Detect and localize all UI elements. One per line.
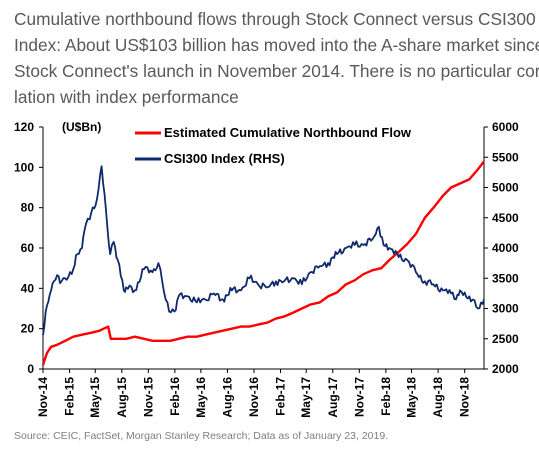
chart-caption: Cumulative northbound flows through Stoc… <box>14 6 539 110</box>
right-tick-label: 2500 <box>492 332 519 346</box>
x-tick-label: Aug-17 <box>326 377 340 418</box>
legend: Estimated Cumulative Northbound Flow CSI3… <box>135 125 412 166</box>
right-tick-label: 5500 <box>492 150 519 164</box>
right-tick-label: 4000 <box>492 241 519 255</box>
caption-line: Index: About US$103 billion has moved in… <box>14 35 539 55</box>
x-tick-label: May-15 <box>88 377 102 418</box>
right-tick-label: 3500 <box>492 271 519 285</box>
source-note: Source: CEIC, FactSet, Morgan Stanley Re… <box>14 430 389 442</box>
x-tick-label: Nov-17 <box>352 377 366 417</box>
left-tick-label: 20 <box>21 322 35 336</box>
csi300-series-line <box>42 165 485 336</box>
flow-series-line <box>41 160 485 366</box>
x-tick-label: Nov-15 <box>141 377 155 417</box>
x-tick-label: Nov-18 <box>458 377 472 417</box>
caption-line: Stock Connect's launch in November 2014.… <box>14 61 539 81</box>
legend-label-flow: Estimated Cumulative Northbound Flow <box>164 125 412 140</box>
right-tick-label: 2000 <box>492 362 519 376</box>
x-tick-label: Aug-16 <box>220 377 234 418</box>
left-tick-label: 40 <box>21 281 35 295</box>
right-tick-label: 4500 <box>492 211 519 225</box>
x-tick-label: Feb-16 <box>168 377 182 416</box>
x-tick-label: May-17 <box>299 377 313 418</box>
x-tick-label: May-18 <box>405 377 419 418</box>
legend-label-csi300: CSI300 Index (RHS) <box>164 151 285 166</box>
right-tick-label: 5000 <box>492 181 519 195</box>
x-tick-label: Aug-18 <box>431 377 445 418</box>
right-tick-label: 6000 <box>492 120 519 134</box>
left-tick-label: 100 <box>14 160 34 174</box>
left-y-axis: 0 20 40 60 80 100 120 <box>14 120 44 376</box>
right-y-axis: 2000 2500 3000 3500 4000 4500 5000 5500 6000 <box>483 120 519 376</box>
left-tick-label: 0 <box>27 362 34 376</box>
left-tick-label: 60 <box>21 241 35 255</box>
x-tick-label: Feb-15 <box>63 377 77 416</box>
left-tick-label: 120 <box>14 120 34 134</box>
caption-line: Cumulative northbound flows through Stoc… <box>14 9 536 29</box>
x-axis: Nov-14 Feb-15 May-15 Aug-15 Nov-15 Feb-16 May-… <box>36 368 484 418</box>
right-tick-label: 3000 <box>492 302 519 316</box>
caption-line: lation with index performance <box>14 87 239 107</box>
x-tick-label: Feb-18 <box>379 377 393 416</box>
x-tick-label: Nov-14 <box>36 377 50 417</box>
unit-label: (U$Bn) <box>62 120 101 134</box>
x-tick-label: Nov-16 <box>247 377 261 417</box>
x-tick-label: Aug-15 <box>115 377 129 418</box>
left-tick-label: 80 <box>21 201 35 215</box>
series-layer <box>41 160 485 366</box>
x-tick-label: May-16 <box>194 377 208 418</box>
x-tick-label: Feb-17 <box>274 377 288 416</box>
